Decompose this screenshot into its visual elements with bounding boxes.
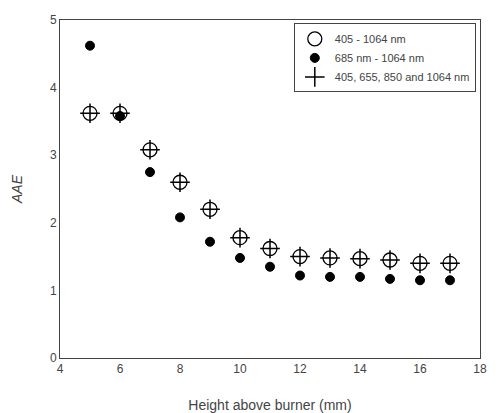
svg-text:2: 2 (50, 216, 57, 230)
svg-text:405, 655, 850 and 1064 nm: 405, 655, 850 and 1064 nm (335, 71, 470, 83)
svg-text:1: 1 (50, 284, 57, 298)
svg-text:4: 4 (50, 81, 57, 95)
svg-text:8: 8 (177, 362, 184, 376)
svg-text:AAE: AAE (9, 174, 25, 204)
svg-text:3: 3 (50, 148, 57, 162)
svg-text:6: 6 (117, 362, 124, 376)
svg-text:14: 14 (353, 362, 367, 376)
svg-text:405 - 1064 nm: 405 - 1064 nm (335, 33, 406, 45)
svg-text:16: 16 (413, 362, 427, 376)
svg-text:4: 4 (57, 362, 64, 376)
svg-text:Height above burner (mm): Height above burner (mm) (188, 397, 351, 413)
svg-text:10: 10 (233, 362, 247, 376)
svg-text:5: 5 (50, 13, 57, 27)
svg-text:12: 12 (293, 362, 307, 376)
svg-text:0: 0 (50, 351, 57, 365)
svg-text:685 nm - 1064 nm: 685 nm - 1064 nm (335, 52, 424, 64)
svg-text:18: 18 (473, 362, 487, 376)
